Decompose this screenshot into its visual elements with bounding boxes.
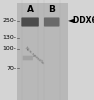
Text: ◄DDX60: ◄DDX60: [68, 16, 94, 25]
Text: B: B: [48, 4, 55, 14]
Bar: [17, 3, 68, 100]
Text: Non-specific: Non-specific: [24, 46, 45, 66]
Text: 70-: 70-: [6, 66, 16, 70]
Text: A: A: [27, 4, 34, 14]
Text: 130-: 130-: [2, 35, 16, 40]
Text: 250-: 250-: [2, 18, 16, 23]
FancyBboxPatch shape: [21, 17, 39, 26]
FancyBboxPatch shape: [44, 17, 60, 26]
Text: 100-: 100-: [3, 46, 16, 52]
FancyBboxPatch shape: [23, 56, 33, 60]
